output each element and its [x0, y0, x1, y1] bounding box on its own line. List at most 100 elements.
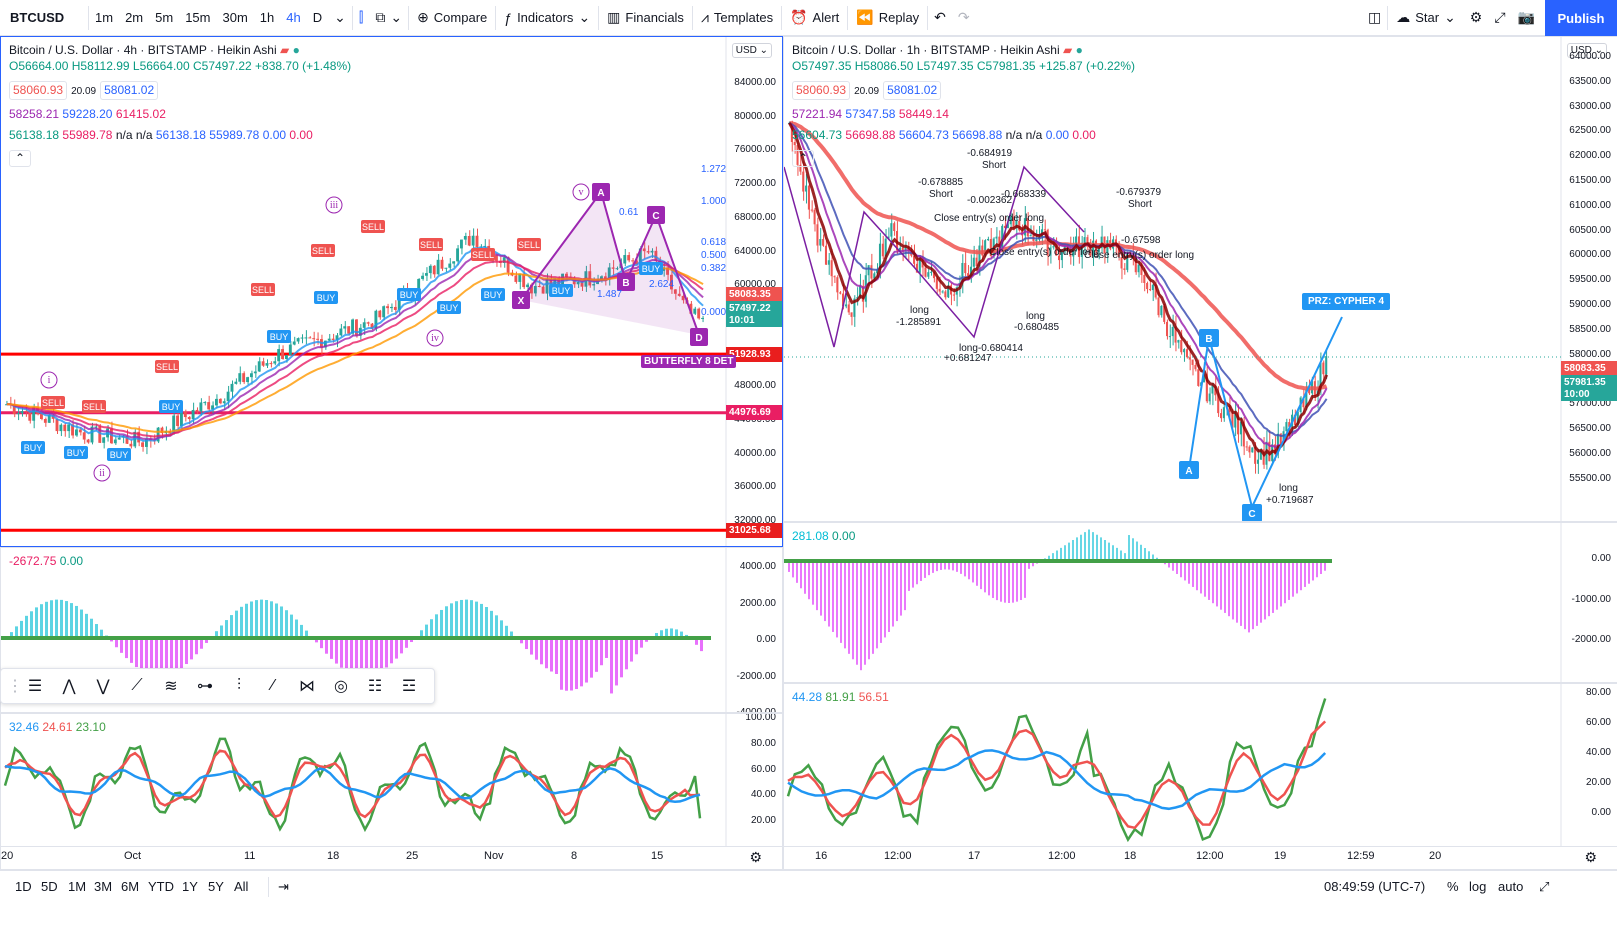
candle-body [456, 248, 459, 262]
percent-toggle[interactable]: % [1447, 879, 1459, 894]
undo-button[interactable]: ↶ [928, 0, 952, 36]
redo-button[interactable]: ↷ [952, 0, 976, 36]
right-bid-chip[interactable]: 58060.93 [792, 81, 851, 100]
range-3m[interactable]: 3M [94, 879, 113, 894]
right-time-axis[interactable]: 16 12:00 17 12:00 18 12:00 19 12:59 20 ⚙ [784, 847, 1617, 869]
compare-button[interactable]: ⊕ Compare [409, 0, 495, 36]
macd-histogram-bar [1312, 561, 1314, 581]
horizontal-ray-icon[interactable]: ⊶ [197, 678, 213, 695]
lines-tool-icon[interactable]: ☰ [27, 678, 43, 695]
right-macd-chart[interactable] [784, 523, 1617, 682]
pitchfork-icon[interactable]: ⫶ [236, 677, 241, 694]
clock[interactable]: 08:49:59 (UTC-7) [1324, 879, 1426, 894]
right-ask-chip[interactable]: 58081.02 [883, 81, 942, 100]
right-rsi-chart[interactable] [784, 684, 1617, 846]
macd-histogram-bar [130, 638, 133, 663]
macd-histogram-bar [888, 561, 890, 632]
timeframe-d[interactable]: D [312, 10, 323, 25]
prz-cypher-label[interactable]: PRZ: CYPHER 4 [1302, 293, 1391, 310]
range-all[interactable]: All [234, 879, 249, 894]
alert-button[interactable]: ⏰ Alert [782, 0, 847, 36]
drag-handle-icon[interactable]: ⋮ [7, 678, 23, 695]
star-button[interactable]: ☁ Star ⌄ [1388, 0, 1464, 36]
candle-body [810, 209, 813, 211]
expand-icon[interactable]: ⤢ [1539, 879, 1550, 894]
right-price-pane[interactable]: A B C Bitcoin / U.S. Dollar · 1h · BITSTAM… [784, 37, 1617, 521]
gear-icon[interactable]: ⚙ [749, 849, 762, 865]
left-rsi-chart[interactable] [1, 714, 782, 846]
collapse-legend-button[interactable]: ⌃ [9, 150, 31, 167]
bar-style-button[interactable]: ⫿ [353, 0, 369, 36]
indicators-button[interactable]: ƒ Indicators ⌄ [496, 0, 598, 36]
fib-icon[interactable]: ≋ [164, 678, 178, 695]
right-currency-button[interactable]: USD ⌄ [1566, 43, 1607, 58]
left-rsi-pane[interactable]: 32.46 24.61 23.10 100.00 80.00 60.00 40.00 2… [1, 714, 782, 846]
right-price-chart[interactable]: A B C [784, 37, 1617, 521]
timeframe-1h[interactable]: 1h [259, 10, 275, 25]
left-price-chart[interactable]: X A B C D 1.272 1.000 0.618 0.500 0.382 0.61 1.487 2… [1, 37, 782, 546]
macd-histogram-bar [180, 638, 183, 669]
timeframe-15m[interactable]: 15m [185, 10, 211, 25]
range-5d[interactable]: 5D [41, 879, 58, 894]
candle-body [918, 257, 921, 273]
range-ytd[interactable]: YTD [148, 879, 174, 894]
range-1d[interactable]: 1D [15, 879, 32, 894]
left-rsi-axis[interactable]: 100.00 80.00 60.00 40.00 20.00 [726, 714, 782, 846]
range-1y[interactable]: 1Y [182, 879, 198, 894]
range-5y[interactable]: 5Y [208, 879, 224, 894]
left-price-pane[interactable]: X A B C D 1.272 1.000 0.618 0.500 0.382 0.61 1.487 2… [0, 36, 783, 547]
butterfly-pattern-label[interactable]: BUTTERFLY 8 DET [641, 355, 737, 368]
timeframe-30m[interactable]: 30m [222, 10, 248, 25]
collapse-legend-button[interactable]: ⌃ [792, 150, 814, 167]
abc-pattern-icon[interactable]: ⋀ [62, 678, 76, 695]
right-price-tick: 63500.00 [1569, 75, 1611, 87]
right-price-tick: 59500.00 [1569, 274, 1611, 286]
xabcd-icon[interactable]: ⋈ [299, 678, 315, 695]
macd-histogram-bar [135, 638, 138, 668]
snapshot-button[interactable]: 📷 [1512, 0, 1541, 36]
financials-button[interactable]: ▥ Financials [599, 0, 692, 36]
trend-line-icon[interactable]: ⟋ [131, 677, 143, 694]
layout-button[interactable]: ◫ [1362, 0, 1387, 36]
long-position-icon[interactable]: ☲ [401, 678, 417, 695]
right-macd-pane[interactable]: 281.08 0.00 0.00 -1000.00 -2000.00 [784, 523, 1617, 682]
date-range-icon[interactable]: ⇥ [278, 879, 289, 894]
right-rsi-axis[interactable]: 80.00 60.00 40.00 20.00 0.00 [1561, 684, 1617, 846]
timeframe-dropdown[interactable]: ⌄ [328, 0, 352, 36]
parallel-channel-icon[interactable]: ☷ [367, 678, 383, 695]
flag-icon: ▰ [1062, 43, 1073, 57]
templates-button[interactable]: ⩘ Templates [693, 0, 781, 36]
candle-body [506, 257, 510, 273]
range-1m[interactable]: 1M [68, 879, 87, 894]
auto-toggle[interactable]: auto [1498, 879, 1524, 894]
left-macd-axis[interactable]: 4000.00 2000.00 0.00 -2000.00 -4000.00 [726, 548, 782, 712]
settings-button[interactable]: ⚙ [1464, 0, 1489, 36]
timeframe-5m[interactable]: 5m [155, 10, 174, 25]
range-6m[interactable]: 6M [121, 879, 140, 894]
right-macd-axis[interactable]: 0.00 -1000.00 -2000.00 [1561, 523, 1617, 682]
publish-button[interactable]: Publish [1545, 0, 1617, 36]
candle-body [873, 273, 876, 279]
left-bid-chip[interactable]: 58060.93 [9, 81, 68, 100]
left-time-axis[interactable]: 20 Oct 11 18 25 Nov 8 15 ⚙ [1, 847, 782, 869]
left-macd-chart[interactable] [1, 548, 782, 712]
timeframe-4h[interactable]: 4h [286, 10, 301, 25]
right-rsi-pane[interactable]: 44.28 81.91 56.51 80.00 60.00 40.00 20.00 0.… [784, 684, 1617, 846]
timeframe-2m[interactable]: 2m [125, 10, 144, 25]
right-price-tick: 56500.00 [1569, 423, 1611, 434]
gear-icon[interactable]: ⚙ [1584, 849, 1597, 865]
left-ask-chip[interactable]: 58081.02 [100, 81, 159, 100]
line-tool-icon[interactable]: ∕ [271, 677, 275, 694]
candle-style-button[interactable]: ⧉ ⌄ [369, 0, 408, 36]
symbol-search[interactable]: BTCUSD [0, 0, 88, 36]
left-currency-button[interactable]: USD ⌄ [731, 43, 772, 58]
spiral-icon[interactable]: ◎ [334, 678, 348, 695]
macd-histogram-bar [330, 638, 333, 659]
replay-button[interactable]: ⏪ Replay [848, 0, 927, 36]
fullscreen-button[interactable]: ⤢ [1488, 0, 1511, 36]
right-price-axis[interactable]: 64000.00 63500.00 63000.00 62500.00 62000.00… [1561, 37, 1617, 521]
log-toggle[interactable]: log [1469, 879, 1487, 894]
timeframe-1m[interactable]: 1m [95, 10, 114, 25]
wave-pattern-icon[interactable]: ⋁ [96, 678, 110, 695]
candle-body [448, 263, 452, 268]
